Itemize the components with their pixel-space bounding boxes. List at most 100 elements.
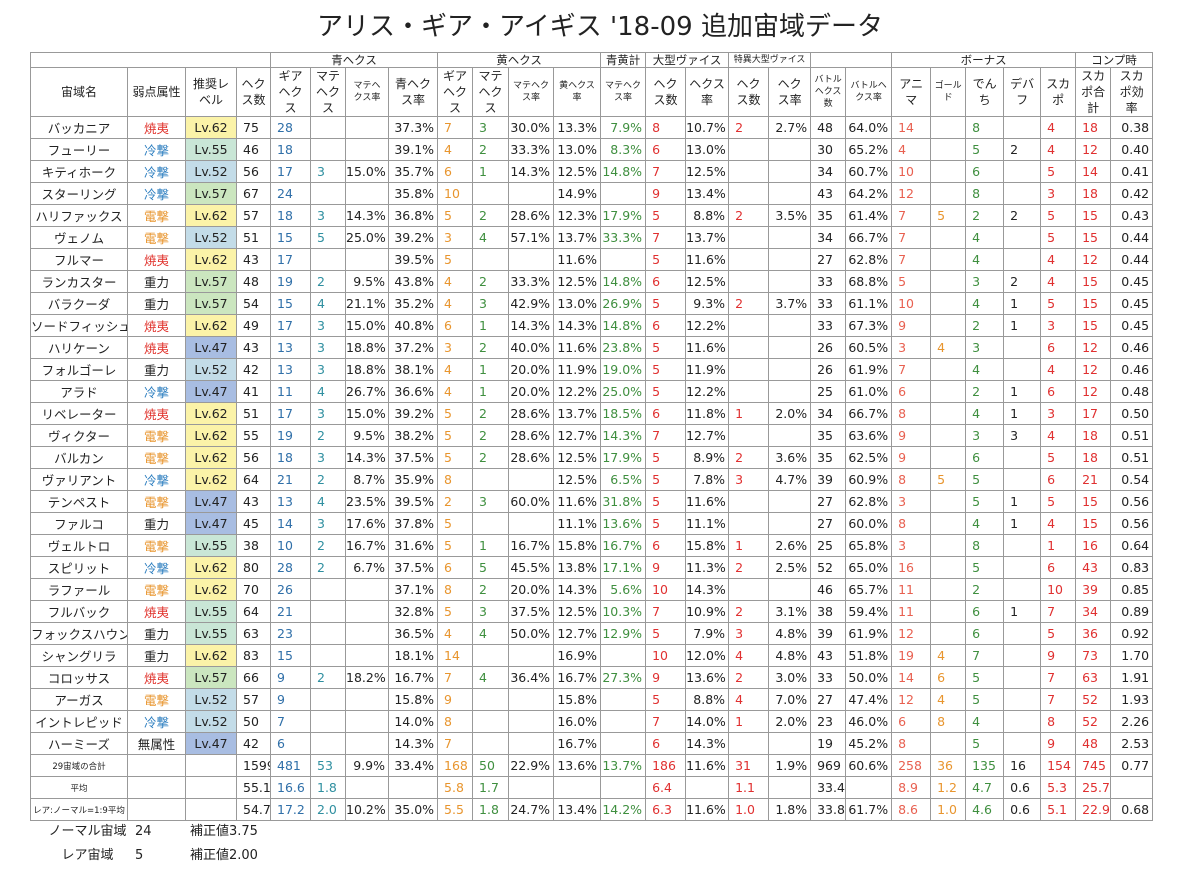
empty-cell <box>310 710 346 733</box>
empty-cell <box>930 292 967 315</box>
cell: 9 <box>270 666 311 689</box>
cell: 31.6% <box>387 534 439 557</box>
empty-cell <box>768 358 812 381</box>
empty-cell <box>768 578 812 601</box>
cell: 15 <box>1075 270 1112 293</box>
cell: 28.6% <box>508 446 555 469</box>
cell: 29宙域の合計 <box>30 754 128 777</box>
empty-cell <box>472 468 510 491</box>
empty-cell <box>345 688 389 711</box>
cell: 2 <box>472 446 510 469</box>
empty-cell <box>768 248 812 271</box>
cell: 1 <box>728 710 770 733</box>
cell: 0.43 <box>1110 204 1154 227</box>
cell: 5 <box>472 556 510 579</box>
cell: 11.6% <box>685 490 730 513</box>
cell: 15.8% <box>553 534 602 557</box>
data-row: フォルゴーレ 重力 Lv.52 42 13 3 18.8% 38.1% 4 1 20.0% 11.9%… <box>30 358 1154 381</box>
cell: フルマー <box>30 248 128 271</box>
cell: Lv.52 <box>185 226 237 249</box>
footer-text: 5 <box>135 848 144 863</box>
cell: 65.2% <box>845 138 893 161</box>
cell: 5 <box>310 226 346 249</box>
cell: 13.0% <box>553 138 602 161</box>
cell: 67.3% <box>845 314 893 337</box>
cell: 46 <box>236 138 271 161</box>
data-row: コロッサス 焼夷 Lv.57 66 9 2 18.2% 16.7% 7 4 36.4% 16.7% 27… <box>30 666 1154 689</box>
cell: 35.7% <box>387 160 439 183</box>
cell: 13.4% <box>685 182 730 205</box>
cell: 0.41 <box>1110 160 1154 183</box>
cell: 60.0% <box>508 490 555 513</box>
cell: 37.3% <box>387 116 439 139</box>
cell: 2 <box>1003 204 1042 227</box>
cell: 25 <box>810 534 847 557</box>
cell: 15 <box>1075 226 1112 249</box>
cell: 15 <box>270 644 311 667</box>
cell: 481 <box>270 754 311 777</box>
cell: 67 <box>236 182 271 205</box>
cell: 3 <box>891 490 932 513</box>
cell: 5 <box>645 490 687 513</box>
empty-cell <box>508 512 555 535</box>
cell: 3 <box>472 292 510 315</box>
cell: 2 <box>1003 270 1042 293</box>
empty-cell <box>1003 468 1042 491</box>
cell: 26.9% <box>600 292 647 315</box>
cell: Lv.62 <box>185 204 237 227</box>
empty-cell <box>1003 446 1042 469</box>
cell: 13.6% <box>553 754 602 777</box>
cell: 6 <box>270 732 311 755</box>
cell: 1.9% <box>768 754 812 777</box>
empty-cell <box>472 182 510 205</box>
empty-cell <box>600 776 647 799</box>
cell: 4 <box>437 622 474 645</box>
cell: 39.2% <box>387 402 439 425</box>
cell: 19 <box>270 270 311 293</box>
cell: 55.1 <box>236 776 271 799</box>
cell: フォックスハウンド <box>30 622 128 645</box>
footer-text: 補正値3.75 <box>190 824 258 839</box>
cell: 15.0% <box>345 160 389 183</box>
cell: ラファール <box>30 578 128 601</box>
footer: ノーマル宙域 24 補正値3.75 レア宙域 5 補正値2.00 <box>40 820 310 868</box>
cell: 2 <box>310 556 346 579</box>
cell: 6 <box>1040 468 1077 491</box>
empty-cell <box>768 226 812 249</box>
cell: 65.7% <box>845 578 893 601</box>
cell: 7 <box>891 248 932 271</box>
cell: 0.56 <box>1110 512 1154 535</box>
cell: 4 <box>472 666 510 689</box>
cell: 6 <box>645 732 687 755</box>
cell: 3 <box>472 600 510 623</box>
cell: 11.6% <box>553 248 602 271</box>
cell: 10.9% <box>685 600 730 623</box>
cell: 2 <box>965 314 1005 337</box>
cell: 5 <box>891 270 932 293</box>
cell: コロッサス <box>30 666 128 689</box>
data-row: ソードフィッシュ 焼夷 Lv.62 49 17 3 15.0% 40.8% 6 1 14.3% 14.… <box>30 314 1154 337</box>
cell: 1.8 <box>310 776 346 799</box>
data-row: バラクーダ 重力 Lv.57 54 15 4 21.1% 35.2% 4 3 42.9% 13.0% 2… <box>30 292 1154 315</box>
cell: 43 <box>236 490 271 513</box>
cell: 25.7 <box>1075 776 1112 799</box>
data-row: ファルコ 重力 Lv.47 45 14 3 17.6% 37.8% 5 11.1% 13.6% 5 11… <box>30 512 1154 535</box>
cell: 4 <box>965 402 1005 425</box>
cell: 14.3% <box>508 160 555 183</box>
empty-cell <box>508 644 555 667</box>
cell: 64 <box>236 600 271 623</box>
cell: 51 <box>236 226 271 249</box>
cell: 15.0% <box>345 314 389 337</box>
cell: 4 <box>930 688 967 711</box>
cell: 4 <box>1040 248 1077 271</box>
column-header: ヘクス率 <box>685 67 730 117</box>
cell: 冷撃 <box>127 556 186 579</box>
cell: 4 <box>472 622 510 645</box>
empty-cell <box>508 468 555 491</box>
cell: 8.8% <box>685 688 730 711</box>
cell: 冷撃 <box>127 468 186 491</box>
cell: 39 <box>810 468 847 491</box>
cell: 33 <box>810 314 847 337</box>
cell: 5 <box>965 468 1005 491</box>
empty-cell <box>768 776 812 799</box>
